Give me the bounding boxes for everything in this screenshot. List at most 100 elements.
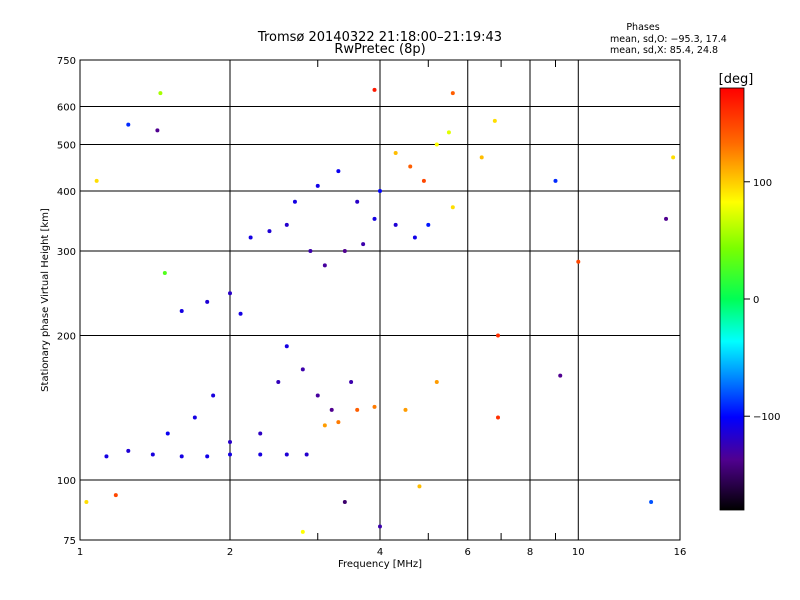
- data-point: [192, 415, 197, 420]
- data-point: [349, 380, 354, 385]
- data-point: [126, 122, 131, 127]
- chart-subtitle: RwPretec (8p): [334, 42, 425, 57]
- data-point: [329, 407, 334, 412]
- data-point: [342, 249, 347, 254]
- data-point: [671, 155, 676, 160]
- colorbar-gradient: [719, 87, 745, 511]
- data-point: [315, 393, 320, 398]
- data-point: [576, 259, 581, 264]
- colorbar: [deg] 100 0 −100: [719, 72, 780, 511]
- data-point: [322, 423, 327, 428]
- x-tick-label: 16: [674, 547, 687, 558]
- y-tick-label: 100: [57, 476, 76, 487]
- data-point: [179, 454, 184, 459]
- data-point: [434, 380, 439, 385]
- data-point: [258, 452, 263, 457]
- data-point: [361, 242, 366, 247]
- data-point: [426, 222, 431, 227]
- data-point: [322, 263, 327, 268]
- data-point: [492, 118, 497, 123]
- x-tick-label: 4: [377, 547, 383, 558]
- data-point: [393, 222, 398, 227]
- data-point: [342, 499, 347, 504]
- data-point: [228, 291, 232, 296]
- data-point: [495, 333, 500, 338]
- data-point: [276, 380, 281, 385]
- data-point: [238, 311, 243, 316]
- y-axis: 75 100 200 300 400 500 600 750: [57, 56, 76, 547]
- data-point: [248, 235, 253, 240]
- data-point: [258, 431, 263, 436]
- y-axis-label: Stationary phase Virtual Height [km]: [40, 208, 51, 392]
- plot-frame: [79, 59, 681, 541]
- data-point: [664, 216, 669, 221]
- data-point: [94, 178, 99, 183]
- x-tick-label: 6: [465, 547, 471, 558]
- grid: [80, 60, 680, 540]
- data-point: [300, 367, 305, 372]
- y-tick-label: 75: [63, 536, 76, 547]
- data-point: [378, 524, 382, 529]
- data-point: [284, 222, 289, 227]
- data-point: [304, 452, 309, 457]
- data-point: [372, 87, 377, 92]
- data-point: [267, 229, 272, 234]
- data-point: [355, 407, 360, 412]
- data-point: [403, 407, 408, 412]
- data-point: [434, 142, 439, 147]
- data-points: [84, 87, 676, 534]
- stats-line-x: mean, sd,X: 85.4, 24.8: [610, 45, 718, 56]
- x-axis: 1 2 4 6 8 10 16: [77, 60, 687, 558]
- stats-line-o: mean, sd,O: −95.3, 17.4: [610, 34, 727, 45]
- y-tick-label: 500: [57, 141, 76, 152]
- data-point: [165, 431, 170, 436]
- colorbar-tick-label: −100: [753, 412, 780, 423]
- data-point: [417, 484, 422, 489]
- data-point: [104, 454, 109, 459]
- data-point: [211, 393, 216, 398]
- data-point: [558, 373, 563, 378]
- y-tick-label: 750: [57, 56, 76, 67]
- x-tick-label: 8: [527, 547, 533, 558]
- data-point: [150, 452, 155, 457]
- data-point: [228, 440, 232, 445]
- data-point: [205, 299, 210, 304]
- data-point: [292, 199, 297, 204]
- data-point: [228, 452, 232, 457]
- stats-heading: Phases: [626, 22, 659, 33]
- y-tick-label: 400: [57, 187, 76, 198]
- data-point: [284, 452, 289, 457]
- data-point: [126, 448, 131, 453]
- x-axis-label: Frequency [MHz]: [338, 559, 422, 570]
- data-point: [412, 235, 417, 240]
- data-point: [355, 199, 360, 204]
- data-point: [446, 130, 451, 135]
- data-point: [649, 499, 654, 504]
- x-tick-label: 1: [77, 547, 83, 558]
- y-tick-label: 200: [57, 332, 76, 343]
- y-tick-label: 300: [57, 247, 76, 258]
- data-point: [336, 169, 341, 174]
- data-point: [408, 164, 413, 169]
- data-point: [378, 189, 382, 194]
- data-point: [450, 205, 455, 210]
- chart-title: Tromsø 20140322 21:18:00–21:19:43: [257, 30, 502, 45]
- data-point: [372, 216, 377, 221]
- data-point: [158, 91, 163, 96]
- colorbar-tick-label: 100: [753, 178, 772, 189]
- data-point: [393, 151, 398, 156]
- data-point: [300, 529, 305, 534]
- y-tick-label: 600: [57, 103, 76, 114]
- data-point: [479, 155, 484, 160]
- data-point: [495, 415, 500, 420]
- data-point: [315, 183, 320, 188]
- data-point: [421, 178, 426, 183]
- data-point: [155, 128, 160, 133]
- data-point: [179, 308, 184, 313]
- data-point: [336, 420, 341, 425]
- data-point: [113, 493, 118, 498]
- colorbar-tick-label: 0: [753, 295, 759, 306]
- data-point: [308, 249, 313, 254]
- data-point: [284, 344, 289, 349]
